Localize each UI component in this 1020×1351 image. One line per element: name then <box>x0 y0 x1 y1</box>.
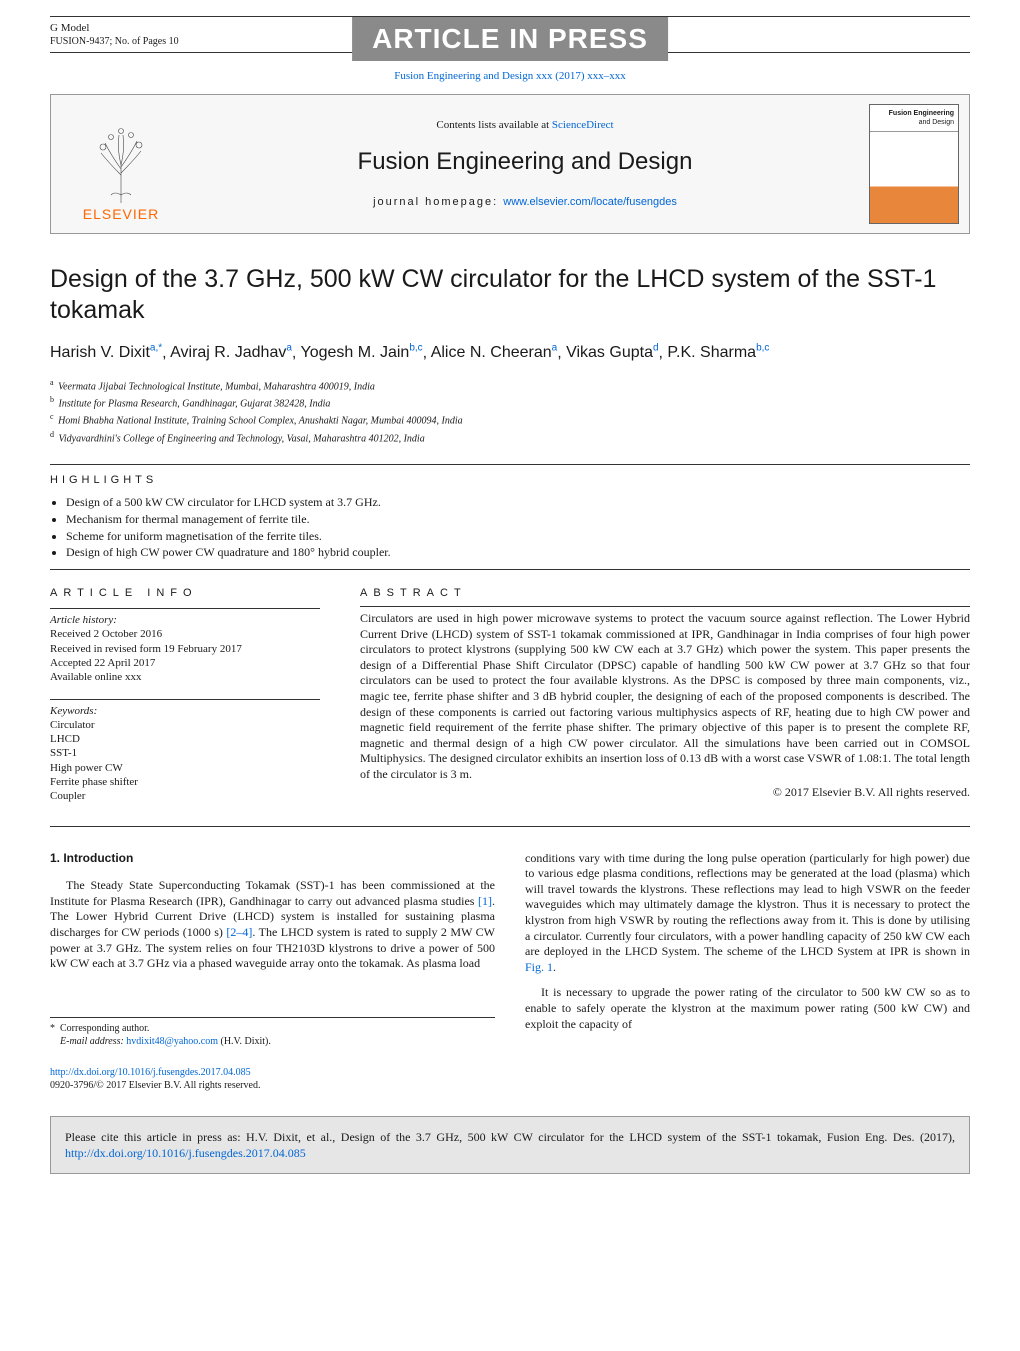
contents-prefix: Contents lists available at <box>436 119 551 131</box>
journal-cover-thumb: Fusion Engineering and Design <box>869 104 959 224</box>
keyword: High power CW <box>50 761 320 775</box>
homepage-line: journal homepage: www.elsevier.com/locat… <box>191 195 859 209</box>
issn-line: 0920-3796/© 2017 Elsevier B.V. All right… <box>50 1080 260 1091</box>
history-line: Received in revised form 19 February 201… <box>50 642 320 656</box>
affiliation: a Veermata Jijabai Technological Institu… <box>50 377 970 394</box>
keyword: Coupler <box>50 789 320 803</box>
body-col-left: 1. Introduction The Steady State Superco… <box>50 851 495 1092</box>
divider <box>50 569 970 570</box>
section-heading-intro: 1. Introduction <box>50 851 495 867</box>
history-line: Accepted 22 April 2017 <box>50 656 320 670</box>
elsevier-wordmark: ELSEVIER <box>83 205 159 223</box>
highlights-list: Design of a 500 kW CW circulator for LHC… <box>50 495 970 560</box>
article-info-col: ARTICLE INFO Article history: Received 2… <box>50 578 320 818</box>
abstract-copyright: © 2017 Elsevier B.V. All rights reserved… <box>360 785 970 801</box>
affiliation: b Institute for Plasma Research, Gandhin… <box>50 394 970 411</box>
doi-link[interactable]: http://dx.doi.org/10.1016/j.fusengdes.20… <box>50 1067 251 1078</box>
gmodel-line2: FUSION-9437; No. of Pages 10 <box>50 35 179 48</box>
body-col-right: conditions vary with time during the lon… <box>525 851 970 1092</box>
author: Alice N. Cheerana <box>431 344 558 361</box>
keyword: Ferrite phase shifter <box>50 775 320 789</box>
article-info-label: ARTICLE INFO <box>50 586 320 600</box>
author: Yogesh M. Jainb,c <box>301 344 423 361</box>
history-line: Received 2 October 2016 <box>50 627 320 641</box>
affiliation-list: a Veermata Jijabai Technological Institu… <box>50 377 970 446</box>
homepage-prefix: journal homepage: <box>373 196 503 208</box>
keyword: LHCD <box>50 732 320 746</box>
keyword: SST-1 <box>50 746 320 760</box>
abstract-label: ABSTRACT <box>360 586 970 600</box>
journal-ref-line: Fusion Engineering and Design xxx (2017)… <box>50 69 970 83</box>
header-center: Contents lists available at ScienceDirec… <box>191 118 859 210</box>
author: Harish V. Dixita,* <box>50 344 162 361</box>
gmodel-block: G Model FUSION-9437; No. of Pages 10 <box>50 21 179 48</box>
author: P.K. Sharmab,c <box>667 344 769 361</box>
doi-block: http://dx.doi.org/10.1016/j.fusengdes.20… <box>50 1066 495 1092</box>
abstract-col: ABSTRACT Circulators are used in high po… <box>360 578 970 818</box>
sciencedirect-link[interactable]: ScienceDirect <box>552 119 614 131</box>
history-header: Article history: <box>50 613 320 627</box>
author: Aviraj R. Jadhava <box>170 344 292 361</box>
divider <box>50 826 970 827</box>
gmodel-band: G Model FUSION-9437; No. of Pages 10 ART… <box>50 16 970 53</box>
gmodel-line1: G Model <box>50 21 179 35</box>
highlight-item: Design of high CW power CW quadrature an… <box>66 545 970 561</box>
info-abstract-row: ARTICLE INFO Article history: Received 2… <box>50 578 970 818</box>
highlight-item: Scheme for uniform magnetisation of the … <box>66 529 970 545</box>
citation-link[interactable]: [2–4] <box>226 925 252 939</box>
abstract-text: Circulators are used in high power micro… <box>360 611 970 783</box>
affiliation: c Homi Bhabha National Institute, Traini… <box>50 411 970 428</box>
highlight-item: Design of a 500 kW CW circulator for LHC… <box>66 495 970 511</box>
journal-header-box: ELSEVIER Contents lists available at Sci… <box>50 94 970 234</box>
cover-thumb-art <box>870 132 958 223</box>
affiliation: d Vidyavardhini's College of Engineering… <box>50 429 970 446</box>
figure-ref-link[interactable]: Fig. 1 <box>525 960 553 974</box>
email-link[interactable]: hvdixit48@yahoo.com <box>126 1036 218 1047</box>
citation-doi-link[interactable]: http://dx.doi.org/10.1016/j.fusengdes.20… <box>65 1146 306 1160</box>
article-in-press-banner: ARTICLE IN PRESS <box>352 17 668 61</box>
intro-p2: conditions vary with time during the lon… <box>525 851 970 976</box>
divider <box>360 606 970 607</box>
author: Vikas Guptad <box>566 344 658 361</box>
author-list: Harish V. Dixita,*, Aviraj R. Jadhava, Y… <box>50 342 970 365</box>
divider <box>50 464 970 465</box>
journal-ref-link[interactable]: Fusion Engineering and Design xxx (2017)… <box>394 70 626 82</box>
email-label: E-mail address: <box>60 1036 126 1047</box>
history-line: Available online xxx <box>50 670 320 684</box>
cover-thumb-title: Fusion Engineering and Design <box>870 105 958 132</box>
keywords-block: Keywords: Circulator LHCD SST-1 High pow… <box>50 704 320 804</box>
citation-box: Please cite this article in press as: H.… <box>50 1116 970 1174</box>
article-title: Design of the 3.7 GHz, 500 kW CW circula… <box>50 264 970 327</box>
divider <box>50 608 320 609</box>
highlight-item: Mechanism for thermal management of ferr… <box>66 512 970 528</box>
keyword: Circulator <box>50 718 320 732</box>
elsevier-tree-icon <box>81 125 161 205</box>
corresponding-footnote: * Corresponding author. E-mail address: … <box>50 1017 495 1048</box>
contents-line: Contents lists available at ScienceDirec… <box>191 118 859 132</box>
journal-name: Fusion Engineering and Design <box>191 146 859 177</box>
divider <box>50 699 320 700</box>
intro-p1: The Steady State Superconducting Tokamak… <box>50 878 495 972</box>
intro-p3: It is necessary to upgrade the power rat… <box>525 985 970 1032</box>
body-columns: 1. Introduction The Steady State Superco… <box>50 851 970 1092</box>
highlights-label: HIGHLIGHTS <box>50 473 970 487</box>
elsevier-logo: ELSEVIER <box>61 104 181 224</box>
keywords-header: Keywords: <box>50 704 320 718</box>
asterisk-icon: * <box>50 1023 55 1034</box>
article-history: Article history: Received 2 October 2016… <box>50 613 320 684</box>
homepage-link[interactable]: www.elsevier.com/locate/fusengdes <box>503 196 677 208</box>
citation-link[interactable]: [1] <box>478 894 492 908</box>
